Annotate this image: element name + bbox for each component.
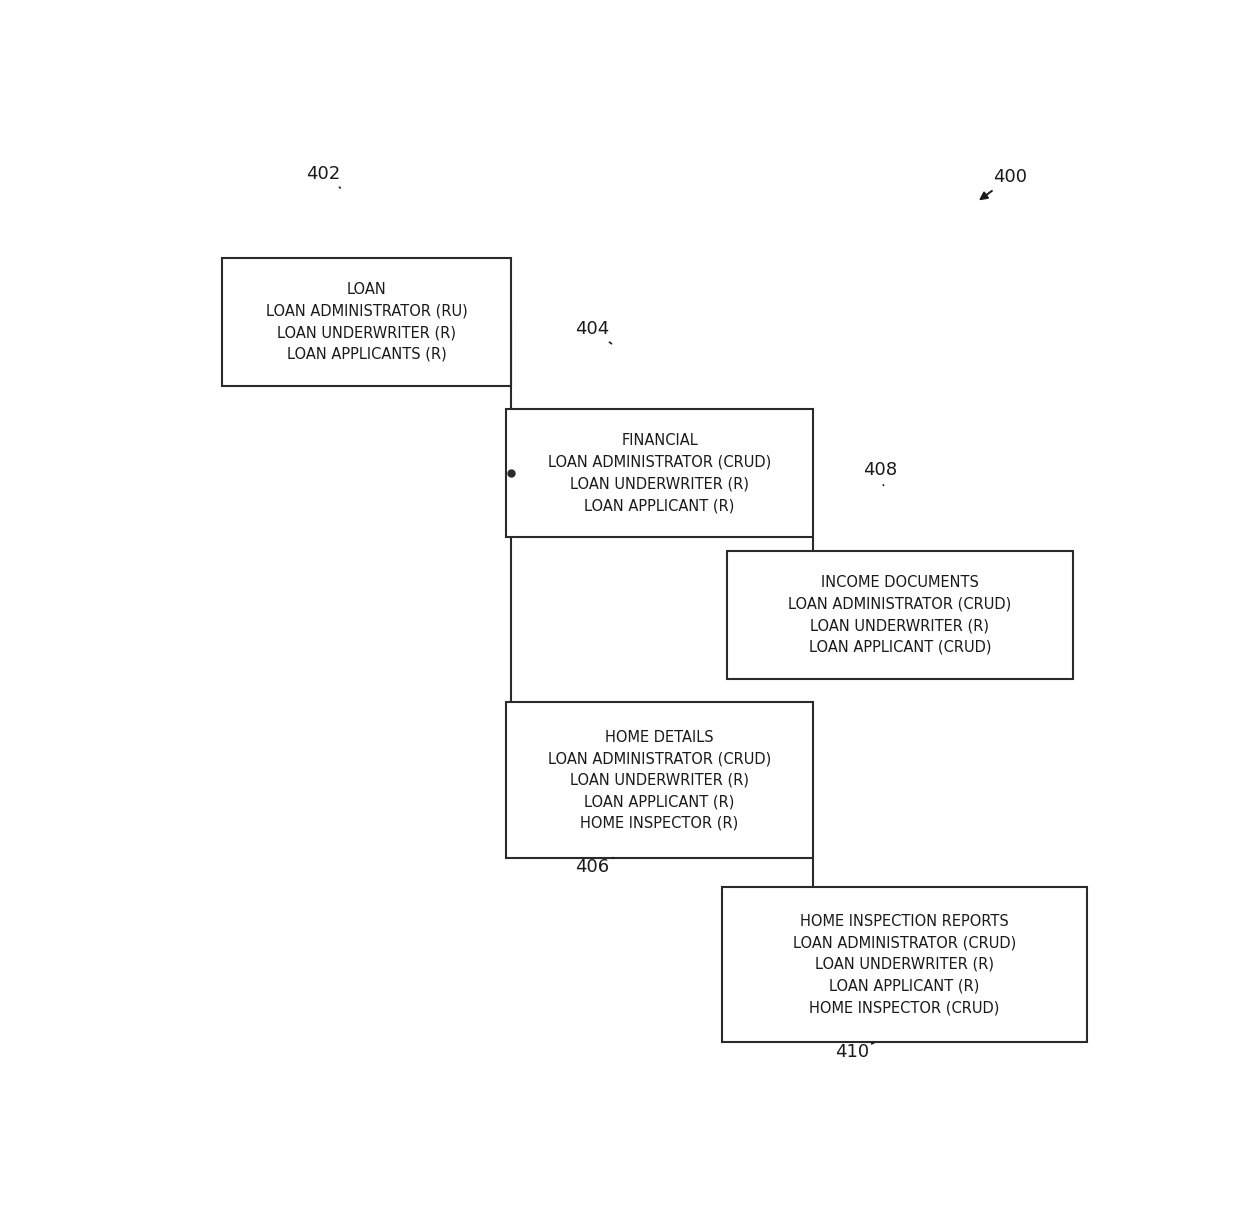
Text: INCOME DOCUMENTS
LOAN ADMINISTRATOR (CRUD)
LOAN UNDERWRITER (R)
LOAN APPLICANT (: INCOME DOCUMENTS LOAN ADMINISTRATOR (CRU…	[789, 575, 1012, 655]
Text: 410: 410	[835, 1043, 874, 1061]
Text: 406: 406	[575, 858, 614, 876]
Text: 408: 408	[863, 461, 898, 486]
Text: HOME INSPECTION REPORTS
LOAN ADMINISTRATOR (CRUD)
LOAN UNDERWRITER (R)
LOAN APPL: HOME INSPECTION REPORTS LOAN ADMINISTRAT…	[792, 914, 1017, 1015]
Bar	[506, 410, 813, 537]
Text: 404: 404	[575, 320, 611, 344]
Bar	[222, 258, 511, 385]
Text: LOAN
LOAN ADMINISTRATOR (RU)
LOAN UNDERWRITER (R)
LOAN APPLICANTS (R): LOAN LOAN ADMINISTRATOR (RU) LOAN UNDERW…	[265, 282, 467, 362]
Text: 402: 402	[306, 164, 340, 188]
Bar	[722, 887, 1087, 1043]
Text: HOME DETAILS
LOAN ADMINISTRATOR (CRUD)
LOAN UNDERWRITER (R)
LOAN APPLICANT (R)
H: HOME DETAILS LOAN ADMINISTRATOR (CRUD) L…	[548, 730, 771, 831]
Text: 400: 400	[981, 168, 1027, 199]
Bar	[727, 551, 1073, 679]
Text: FINANCIAL
LOAN ADMINISTRATOR (CRUD)
LOAN UNDERWRITER (R)
LOAN APPLICANT (R): FINANCIAL LOAN ADMINISTRATOR (CRUD) LOAN…	[548, 433, 771, 513]
Bar	[506, 702, 813, 858]
